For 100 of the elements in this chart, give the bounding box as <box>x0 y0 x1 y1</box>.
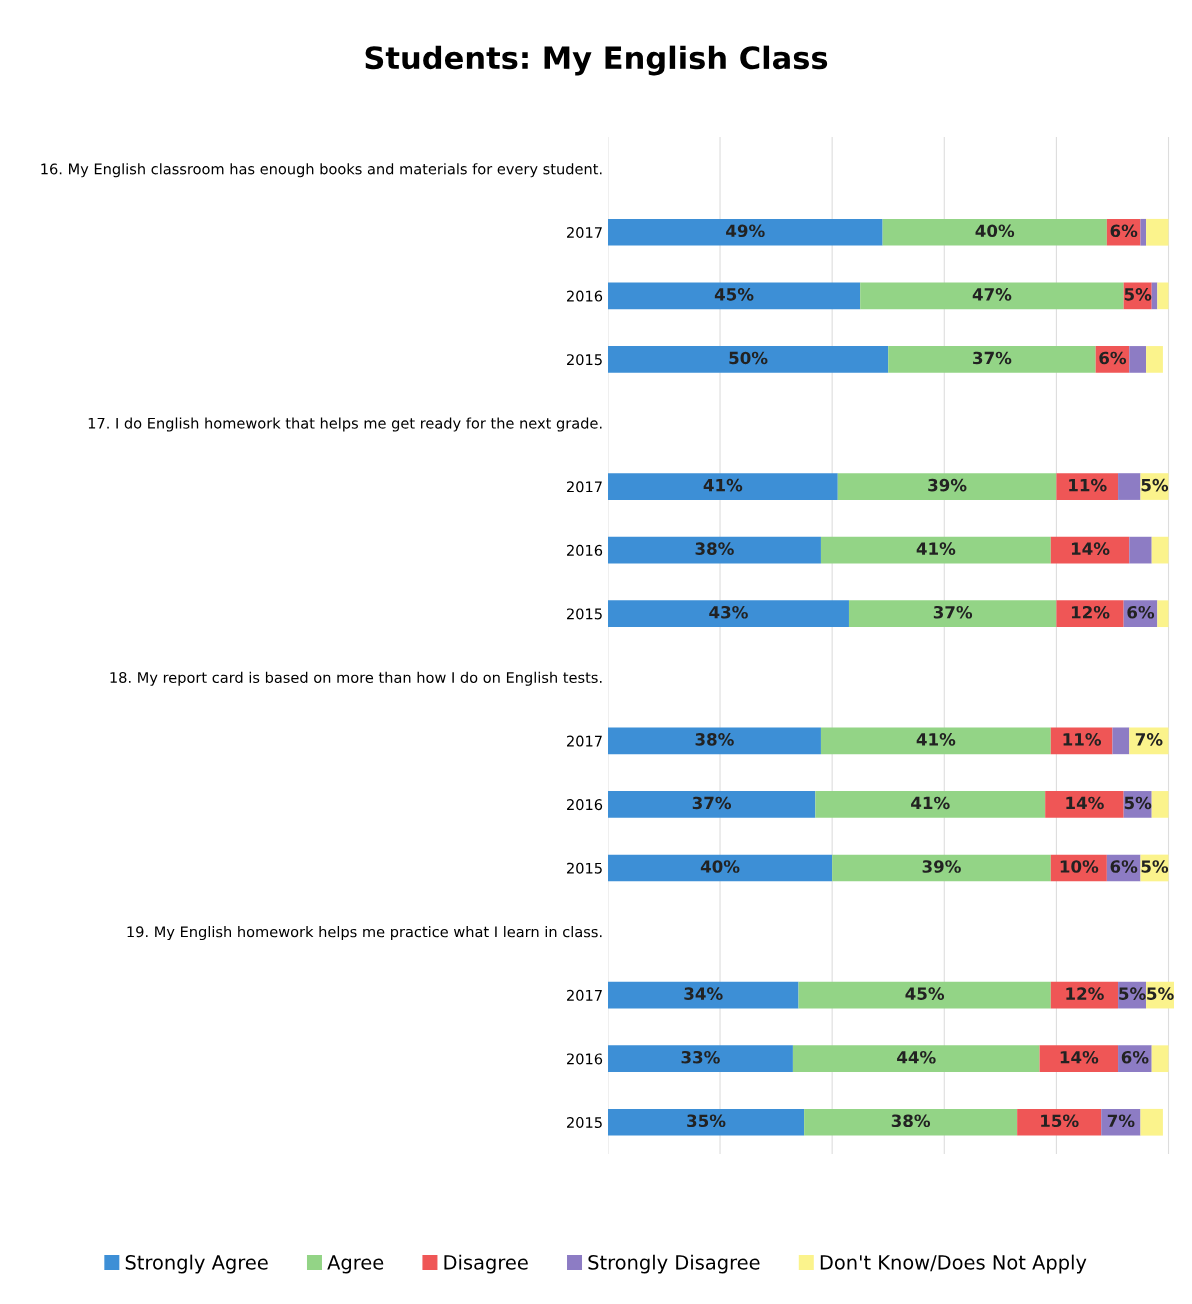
y-tick-label: 2015 <box>567 1116 602 1128</box>
data-label: 37% <box>973 351 1012 365</box>
bar <box>1017 1108 1102 1136</box>
data-label: 37% <box>692 796 732 810</box>
data-label: 40% <box>700 860 740 873</box>
bar <box>607 791 816 818</box>
bar <box>607 346 889 373</box>
data-label: 7% <box>1135 733 1163 746</box>
bar <box>1151 1045 1169 1073</box>
data-label: 33% <box>681 1050 720 1064</box>
bar <box>1157 600 1169 628</box>
bar <box>1157 282 1169 310</box>
data-label: 35% <box>687 1114 726 1128</box>
data-label: 6% <box>1099 351 1127 365</box>
data-label: 12% <box>1066 987 1104 1000</box>
data-label: 15% <box>1041 1114 1079 1128</box>
bar <box>882 218 1107 246</box>
data-label: 7% <box>1107 1114 1135 1128</box>
chart-title: Students: My English Class <box>365 45 828 76</box>
bar <box>820 727 1051 755</box>
bar <box>607 536 821 564</box>
y-tick-label: 18. My report card is based on more than how I do on English tests. <box>110 671 602 686</box>
y-tick-label: 2017 <box>567 481 602 493</box>
bar <box>1146 218 1169 246</box>
data-label: 14% <box>1071 542 1110 555</box>
data-label: 6% <box>1127 605 1155 619</box>
y-tick-label: 2016 <box>567 544 603 556</box>
bar <box>1056 600 1124 628</box>
data-label: 37% <box>933 605 973 619</box>
data-label: 43% <box>709 605 748 619</box>
bar <box>607 282 861 310</box>
y-tick-label: 2015 <box>567 354 602 366</box>
bar <box>820 536 1051 564</box>
bar <box>1056 473 1119 500</box>
data-label: 34% <box>684 987 723 1000</box>
data-label: 14% <box>1060 1050 1099 1064</box>
data-label: 6% <box>1121 1050 1149 1064</box>
legend-label: Agree <box>327 1255 384 1274</box>
y-tick-label: 2017 <box>567 989 602 1001</box>
data-label: 5% <box>1119 987 1146 1000</box>
legend-label: Don't Know/Does Not Apply <box>820 1254 1087 1274</box>
bar <box>1112 727 1130 755</box>
bar <box>607 1108 805 1136</box>
data-label: 41% <box>916 733 956 746</box>
y-tick-label: 2016 <box>567 1053 603 1065</box>
data-label: 41% <box>911 796 950 810</box>
bar <box>798 981 1051 1009</box>
data-label: 39% <box>928 478 967 492</box>
y-tick-label: 2016 <box>567 290 603 302</box>
data-label: 6% <box>1110 860 1138 873</box>
y-tick-label: 2015 <box>567 608 602 620</box>
data-label: 11% <box>1069 478 1107 492</box>
bar <box>607 854 833 882</box>
bar <box>860 282 1124 310</box>
bar <box>607 600 849 628</box>
bar <box>1140 218 1147 246</box>
y-tick-label: 17. I do English homework that helps me get ready for the next grade. <box>88 417 602 432</box>
bar <box>832 854 1051 882</box>
data-label: 49% <box>726 224 765 238</box>
data-label: 45% <box>905 987 945 1000</box>
bar <box>888 346 1096 373</box>
data-label: 40% <box>975 224 1015 238</box>
bar <box>815 791 1046 818</box>
data-label: 5% <box>1124 796 1152 810</box>
data-label: 12% <box>1071 605 1110 619</box>
data-label: 5% <box>1141 478 1169 492</box>
data-label: 41% <box>703 478 743 492</box>
data-label: 38% <box>891 1114 931 1128</box>
y-tick-label: 16. My English classroom has enough books and materials for every student. <box>41 163 602 178</box>
data-label: 6% <box>1110 224 1138 238</box>
bar <box>1129 346 1147 373</box>
data-label: 38% <box>695 733 734 746</box>
bar <box>1129 727 1169 755</box>
y-tick-label: 2015 <box>567 862 602 874</box>
bar <box>607 981 799 1009</box>
legend-label: Disagree <box>444 1254 528 1274</box>
data-label: 47% <box>972 288 1012 301</box>
data-label: 45% <box>714 288 754 301</box>
bar <box>804 1108 1018 1136</box>
bar <box>837 473 1057 500</box>
data-label: 50% <box>729 351 768 365</box>
data-label: 14% <box>1066 796 1104 810</box>
bar <box>1039 1045 1119 1073</box>
data-label: 38% <box>695 542 734 555</box>
y-tick-label: 2017 <box>567 735 602 747</box>
y-tick-label: 19. My English homework helps me practice what I learn in class. <box>127 926 602 941</box>
bar <box>792 1045 1040 1073</box>
data-label: 10% <box>1060 860 1099 873</box>
bar <box>1118 473 1141 500</box>
bar <box>1151 791 1169 818</box>
bar <box>607 1045 793 1073</box>
data-label: 5% <box>1141 860 1169 873</box>
bar <box>1146 346 1163 373</box>
data-label: 11% <box>1063 733 1102 746</box>
bar <box>1151 536 1169 564</box>
bar <box>1045 791 1124 818</box>
bar <box>607 218 883 246</box>
data-label: 5% <box>1124 288 1152 301</box>
bar <box>607 727 821 755</box>
y-tick-label: 2017 <box>567 226 602 239</box>
